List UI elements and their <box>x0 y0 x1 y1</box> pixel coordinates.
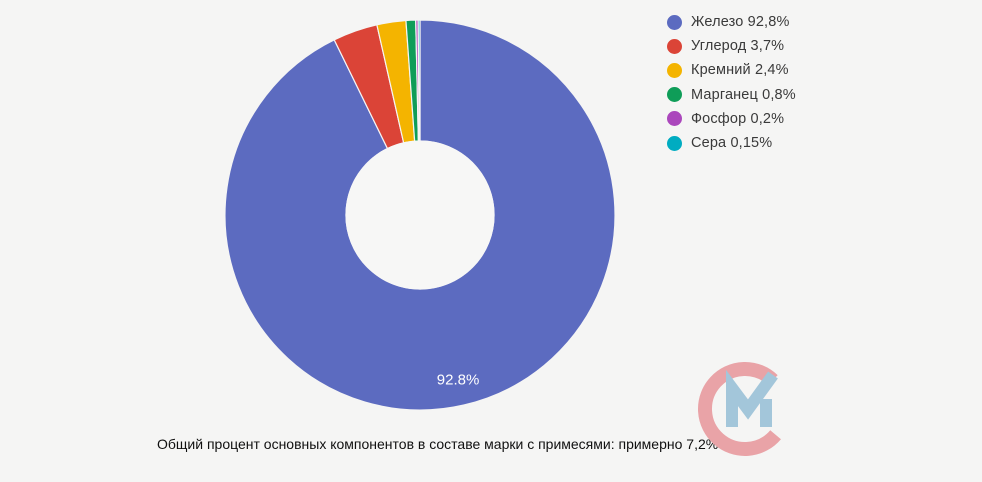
watermark-logo <box>698 361 781 456</box>
legend-swatch-icon <box>667 14 682 30</box>
legend-label: Кремний 2,4% <box>691 62 789 79</box>
chart-legend: Железо 92,8% Углерод 3,7% Кремний 2,4% Марг… <box>667 10 796 155</box>
legend-swatch-icon <box>667 62 682 78</box>
legend-label: Марганец 0,8% <box>691 86 796 103</box>
legend-label: Углерод 3,7% <box>691 38 785 55</box>
chart-caption: Общий процент основных компонентов в сос… <box>157 436 719 452</box>
legend-item: Фосфор 0,2% <box>667 107 796 131</box>
legend-swatch-icon <box>667 111 682 127</box>
donut-hole <box>345 140 495 290</box>
legend-item: Марганец 0,8% <box>667 83 796 107</box>
logo-c-ring-icon <box>698 361 781 456</box>
logo-m-checkmark-icon <box>726 369 778 427</box>
legend-label: Железо 92,8% <box>691 14 790 31</box>
legend-item: Сера 0,15% <box>667 131 796 155</box>
legend-item: Углерод 3,7% <box>667 34 796 58</box>
legend-label: Фосфор 0,2% <box>691 110 785 127</box>
legend-item: Кремний 2,4% <box>667 58 796 82</box>
legend-swatch-icon <box>667 135 682 151</box>
slice-value-label: 92.8% <box>437 371 480 388</box>
legend-item: Железо 92,8% <box>667 10 796 34</box>
legend-swatch-icon <box>667 38 682 54</box>
legend-label: Сера 0,15% <box>691 135 773 152</box>
legend-swatch-icon <box>667 87 682 103</box>
